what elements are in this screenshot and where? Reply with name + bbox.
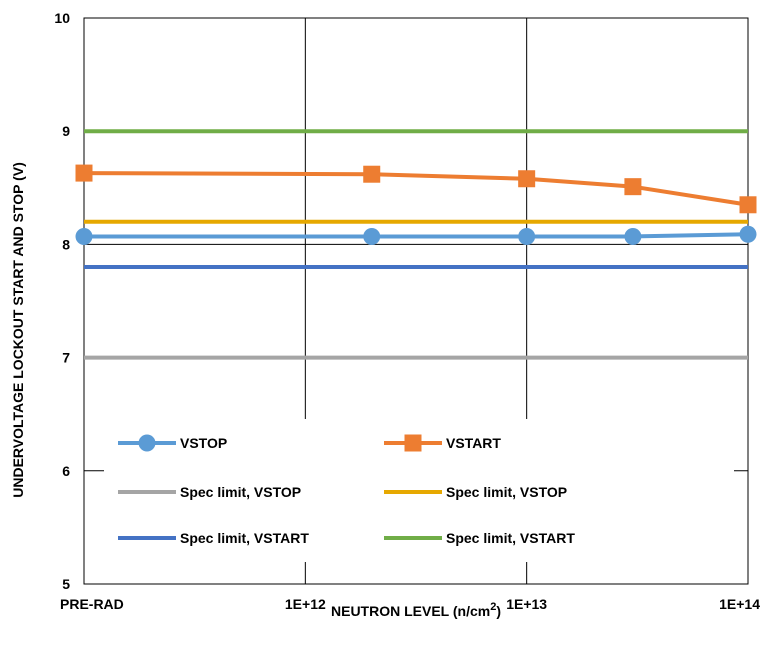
- legend-item: Spec limit, VSTOP: [118, 484, 301, 500]
- legend-label: VSTOP: [180, 435, 227, 451]
- data-point: [739, 225, 757, 243]
- x-axis-title-suffix: ): [496, 603, 501, 619]
- legend-label: Spec limit, VSTOP: [446, 484, 567, 500]
- legend-item: VSTART: [384, 434, 501, 452]
- y-tick-label: 6: [62, 463, 70, 479]
- plot-frame: [83, 17, 749, 585]
- legend-label: Spec limit, VSTOP: [180, 484, 301, 500]
- data-point: [75, 227, 93, 245]
- legend-label: Spec limit, VSTART: [180, 530, 309, 546]
- x-axis-title-main: NEUTRON LEVEL (n/cm: [331, 603, 490, 619]
- legend-item: Spec limit, VSTART: [118, 530, 309, 546]
- ticks: 5 6 7 8 9 10 PRE-RAD 1E+12 1E+13 1E+14: [54, 10, 760, 612]
- data-point: [624, 227, 642, 245]
- legend-marker: [404, 434, 422, 452]
- data-point: [518, 227, 536, 245]
- y-axis-title: UNDERVOLTAGE LOCKOUT START AND STOP (V): [10, 162, 26, 498]
- x-axis-title-sup: 2: [490, 601, 496, 613]
- y-tick-label: 10: [54, 10, 70, 26]
- data-point: [75, 164, 93, 182]
- y-tick-label: 5: [62, 576, 70, 592]
- data-point: [624, 178, 642, 196]
- legend-marker: [138, 434, 156, 452]
- x-axis-title: NEUTRON LEVEL (n/cm2): [331, 601, 501, 619]
- x-tick-label: 1E+13: [506, 596, 547, 612]
- legend: VSTOP VSTART Spec limit, VSTOP Spec limit, …: [118, 434, 575, 546]
- legend-item: Spec limit, VSTOP: [384, 484, 567, 500]
- x-tick-label: 1E+14: [719, 596, 760, 612]
- x-tick-label: 1E+12: [285, 596, 326, 612]
- data-point: [363, 227, 381, 245]
- data-point: [363, 165, 381, 183]
- y-tick-label: 9: [62, 123, 70, 139]
- data-point: [518, 170, 536, 188]
- y-tick-label: 8: [62, 236, 70, 252]
- series-layer: [75, 129, 757, 360]
- x-tick-label: PRE-RAD: [60, 596, 124, 612]
- series-line: [84, 232, 749, 239]
- legend-item: VSTOP: [118, 434, 227, 452]
- legend-label: Spec limit, VSTART: [446, 530, 575, 546]
- y-tick-label: 7: [62, 350, 70, 366]
- data-point: [739, 196, 757, 214]
- legend-item: Spec limit, VSTART: [384, 530, 575, 546]
- series-line: [83, 171, 749, 207]
- legend-label: VSTART: [446, 435, 501, 451]
- series-1: [75, 164, 757, 214]
- series-0: [75, 225, 757, 245]
